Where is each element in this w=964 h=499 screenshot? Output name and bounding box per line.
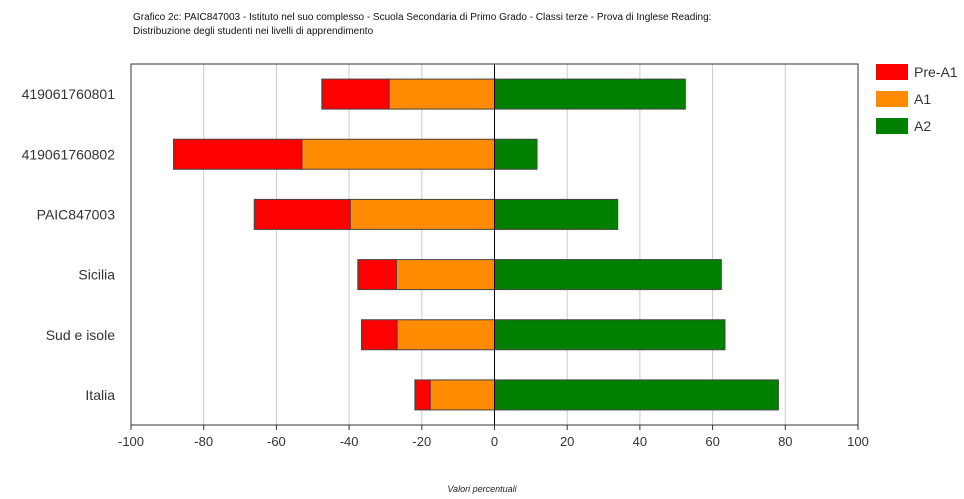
bar-a2 <box>494 259 722 291</box>
chart-title-line-1: Grafico 2c: PAIC847003 - Istituto nel su… <box>133 12 712 23</box>
x-tick-label: 40 <box>633 434 647 449</box>
legend-label: A1 <box>914 91 931 107</box>
bar-pre-a1 <box>253 198 351 230</box>
chart-title-line-2: Distribuzione degli studenti nei livelli… <box>133 26 374 37</box>
bar-a2 <box>494 319 726 351</box>
x-tick-label: -60 <box>267 434 286 449</box>
x-tick-label: 20 <box>560 434 574 449</box>
x-tick-label: -20 <box>412 434 431 449</box>
x-tick-label: 60 <box>705 434 719 449</box>
bar-a2 <box>494 138 538 170</box>
x-tick-label: 100 <box>847 434 869 449</box>
bar-a2 <box>494 78 686 110</box>
category-label: PAIC847003 <box>37 206 116 222</box>
bar-a1 <box>301 138 495 170</box>
chart-title: Grafico 2c: PAIC847003 - Istituto nel su… <box>133 11 933 39</box>
category-label: Sicilia <box>78 267 115 283</box>
bar-a2 <box>494 379 779 411</box>
bar-a1 <box>388 78 495 110</box>
legend-swatch <box>876 64 908 80</box>
bar-a1 <box>429 379 495 411</box>
x-tick-label: -80 <box>194 434 213 449</box>
category-label: 419061760802 <box>22 146 116 162</box>
bar-pre-a1 <box>357 259 397 291</box>
legend-swatch <box>876 91 908 107</box>
x-tick-label: 0 <box>491 434 498 449</box>
bar-pre-a1 <box>360 319 398 351</box>
bar-pre-a1 <box>173 138 303 170</box>
bar-pre-a1 <box>414 379 431 411</box>
legend-swatch <box>876 118 908 134</box>
category-label: 419061760801 <box>22 86 116 102</box>
bar-a2 <box>494 198 619 230</box>
x-tick-label: -100 <box>118 434 144 449</box>
bar-pre-a1 <box>321 78 390 110</box>
bar-a1 <box>349 198 495 230</box>
x-axis-label: Valori percentuali <box>447 484 517 494</box>
x-tick-label: 80 <box>778 434 792 449</box>
category-label: Sud e isole <box>46 327 115 343</box>
legend-label: Pre-A1 <box>914 64 958 80</box>
bar-a1 <box>396 319 495 351</box>
x-tick-label: -40 <box>340 434 359 449</box>
category-label: Italia <box>85 387 115 403</box>
legend-label: A2 <box>914 118 931 134</box>
bar-a1 <box>395 259 496 291</box>
